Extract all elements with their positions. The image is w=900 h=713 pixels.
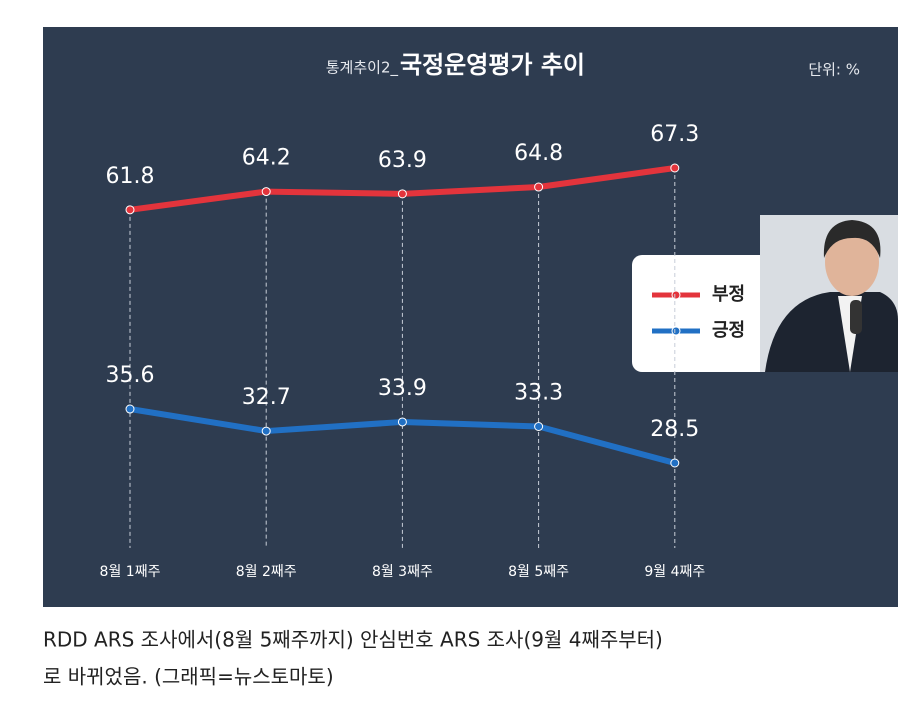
photo-face: [825, 228, 879, 296]
unit-note: 단위: %: [808, 61, 860, 79]
x-tick-label: 8월 3째주: [372, 564, 433, 580]
chart-kicker: 통계추이2_: [326, 59, 399, 78]
x-tick-label: 8월 5째주: [508, 564, 569, 580]
point: [261, 426, 271, 436]
point: [670, 163, 680, 173]
data-label: 64.2: [242, 146, 291, 171]
point: [397, 417, 407, 427]
point: [125, 404, 135, 414]
point: [397, 189, 407, 199]
photo-suit: [765, 292, 898, 372]
legend-label: 긍정: [712, 320, 745, 341]
legend-label: 부정: [712, 284, 745, 305]
point: [261, 187, 271, 197]
chart-title: 국정운영평가 추이: [400, 51, 585, 79]
photo: [760, 215, 898, 372]
data-label: 35.6: [106, 363, 155, 388]
data-label: 61.8: [106, 164, 155, 189]
legend-swatch-dot: [671, 290, 681, 300]
point: [670, 458, 680, 468]
x-tick-label: 8월 1째주: [100, 564, 161, 580]
point: [534, 182, 544, 192]
data-label: 67.3: [650, 122, 699, 147]
legend-box: [632, 255, 802, 372]
caption-line: RDD ARS 조사에서(8월 5째주까지) 안심번호 ARS 조사(9월 4째…: [43, 628, 663, 652]
photo-mic: [850, 300, 862, 334]
caption-line: 로 바뀌었음. (그래픽=뉴스토마토): [43, 665, 334, 689]
data-label: 63.9: [378, 148, 427, 173]
data-label: 33.9: [378, 376, 427, 401]
legend-swatch-dot: [671, 326, 681, 336]
data-label: 64.8: [514, 141, 563, 166]
data-label: 33.3: [514, 381, 563, 406]
data-label: 28.5: [650, 417, 699, 442]
photo-hair: [823, 220, 881, 258]
point: [125, 205, 135, 215]
x-tick-label: 9월 4째주: [644, 564, 705, 580]
point: [534, 422, 544, 432]
data-label: 32.7: [242, 385, 291, 410]
x-tick-label: 8월 2째주: [236, 564, 297, 580]
